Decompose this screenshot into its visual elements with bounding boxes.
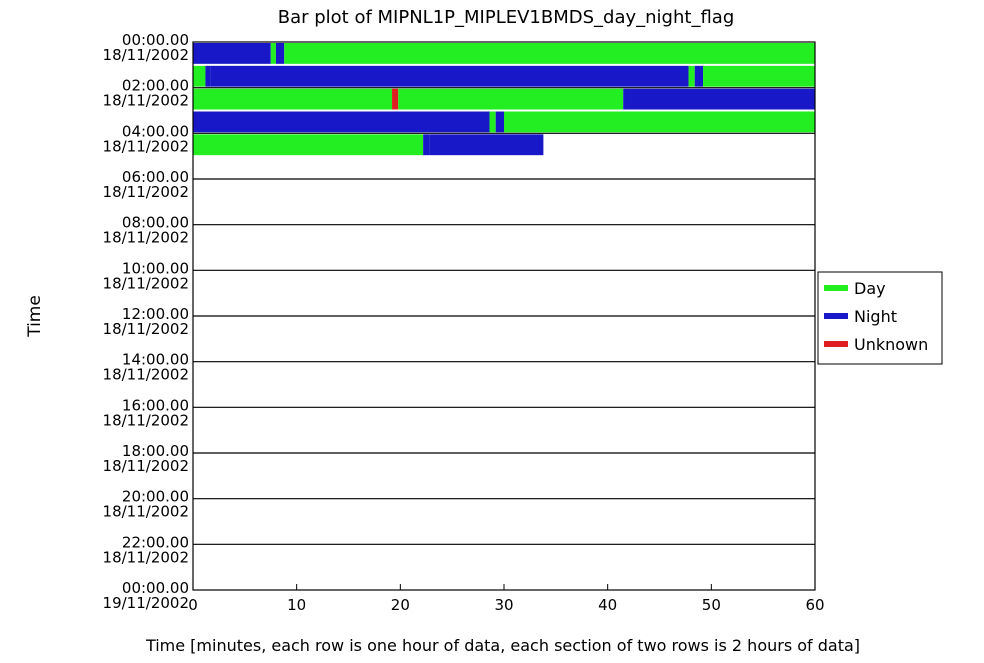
y-tick-date: 18/11/2002: [103, 457, 189, 475]
bar-segments: [193, 43, 815, 156]
x-tick-label: 20: [391, 596, 410, 614]
y-tick-time: 20:00.00: [122, 488, 189, 506]
bar-segment-night: [631, 88, 815, 110]
y-tick-time: 00:00.00: [122, 31, 189, 49]
y-tick-date: 18/11/2002: [103, 137, 189, 155]
x-tick-labels: 0 10 20 30 40 50 60: [188, 584, 825, 614]
bar-segment-night: [205, 65, 211, 87]
x-tick-label: 0: [188, 596, 198, 614]
bar-segment-day: [193, 65, 206, 87]
y-tick-time: 14:00.00: [122, 351, 189, 369]
y-tick-date: 18/11/2002: [103, 46, 189, 64]
y-tick-date: 18/11/2002: [103, 548, 189, 566]
bar-segment-night: [495, 111, 504, 133]
x-tick-label: 30: [494, 596, 513, 614]
x-tick-label: 40: [598, 596, 617, 614]
bar-segment-day: [193, 88, 393, 110]
x-tick-label: 60: [805, 596, 824, 614]
bar-segment-day: [489, 111, 496, 133]
legend-swatch-day: [824, 285, 848, 291]
legend-label-unknown: Unknown: [854, 335, 928, 354]
y-tick-date: 18/11/2002: [103, 366, 189, 384]
y-tick-labels: 00:00.0018/11/200202:00.0018/11/200204:0…: [103, 31, 189, 612]
legend-label-day: Day: [854, 279, 886, 298]
chart-title: Bar plot of MIPNL1P_MIPLEV1BMDS_day_nigh…: [278, 7, 735, 28]
y-tick-time: 16:00.00: [122, 396, 189, 414]
legend-label-night: Night: [854, 307, 897, 326]
row-separators: [193, 87, 815, 545]
y-tick-date: 18/11/2002: [103, 274, 189, 292]
bar-segment-night: [193, 111, 490, 133]
y-tick-date: 18/11/2002: [103, 411, 189, 429]
y-tick-date: 18/11/2002: [103, 229, 189, 247]
y-tick-date: 18/11/2002: [103, 320, 189, 338]
y-tick-time: 04:00.00: [122, 122, 189, 140]
y-tick-time: 02:00.00: [122, 77, 189, 95]
bar-segment-day: [688, 65, 695, 87]
y-tick-date: 19/11/2002: [103, 594, 189, 612]
y-tick-time: 10:00.00: [122, 259, 189, 277]
y-tick-time: 12:00.00: [122, 305, 189, 323]
bar-segment-night: [423, 134, 430, 156]
y-axis-label: Time: [25, 295, 45, 338]
y-tick-time: 08:00.00: [122, 214, 189, 232]
bar-segment-night: [429, 134, 544, 156]
legend-swatch-unknown: [824, 341, 848, 347]
bar-segment-day: [193, 134, 424, 156]
y-tick-time: 18:00.00: [122, 442, 189, 460]
y-tick-date: 18/11/2002: [103, 503, 189, 521]
y-tick-time: 06:00.00: [122, 168, 189, 186]
y-tick-date: 18/11/2002: [103, 183, 189, 201]
bar-segment-night: [623, 88, 632, 110]
legend-swatch-night: [824, 313, 848, 319]
bar-segment-night: [694, 65, 704, 87]
bar-segment-day: [284, 43, 815, 64]
legend: Day Night Unknown: [817, 271, 943, 365]
bar-segment-night: [275, 43, 285, 64]
bar-segment-night: [193, 43, 271, 64]
bar-segment-day: [703, 65, 815, 87]
bar-segment-night: [210, 65, 689, 87]
x-tick-label: 50: [702, 596, 721, 614]
bar-segment-day: [504, 111, 815, 133]
bar-segment-unknown: [392, 88, 399, 110]
bar-segment-day: [398, 88, 624, 110]
y-tick-date: 18/11/2002: [103, 92, 189, 110]
x-axis-label: Time [minutes, each row is one hour of d…: [145, 636, 860, 655]
y-tick-time: 22:00.00: [122, 533, 189, 551]
bar-segment-day: [270, 43, 276, 64]
x-tick-label: 10: [287, 596, 306, 614]
y-tick-time: 00:00.00: [122, 579, 189, 597]
